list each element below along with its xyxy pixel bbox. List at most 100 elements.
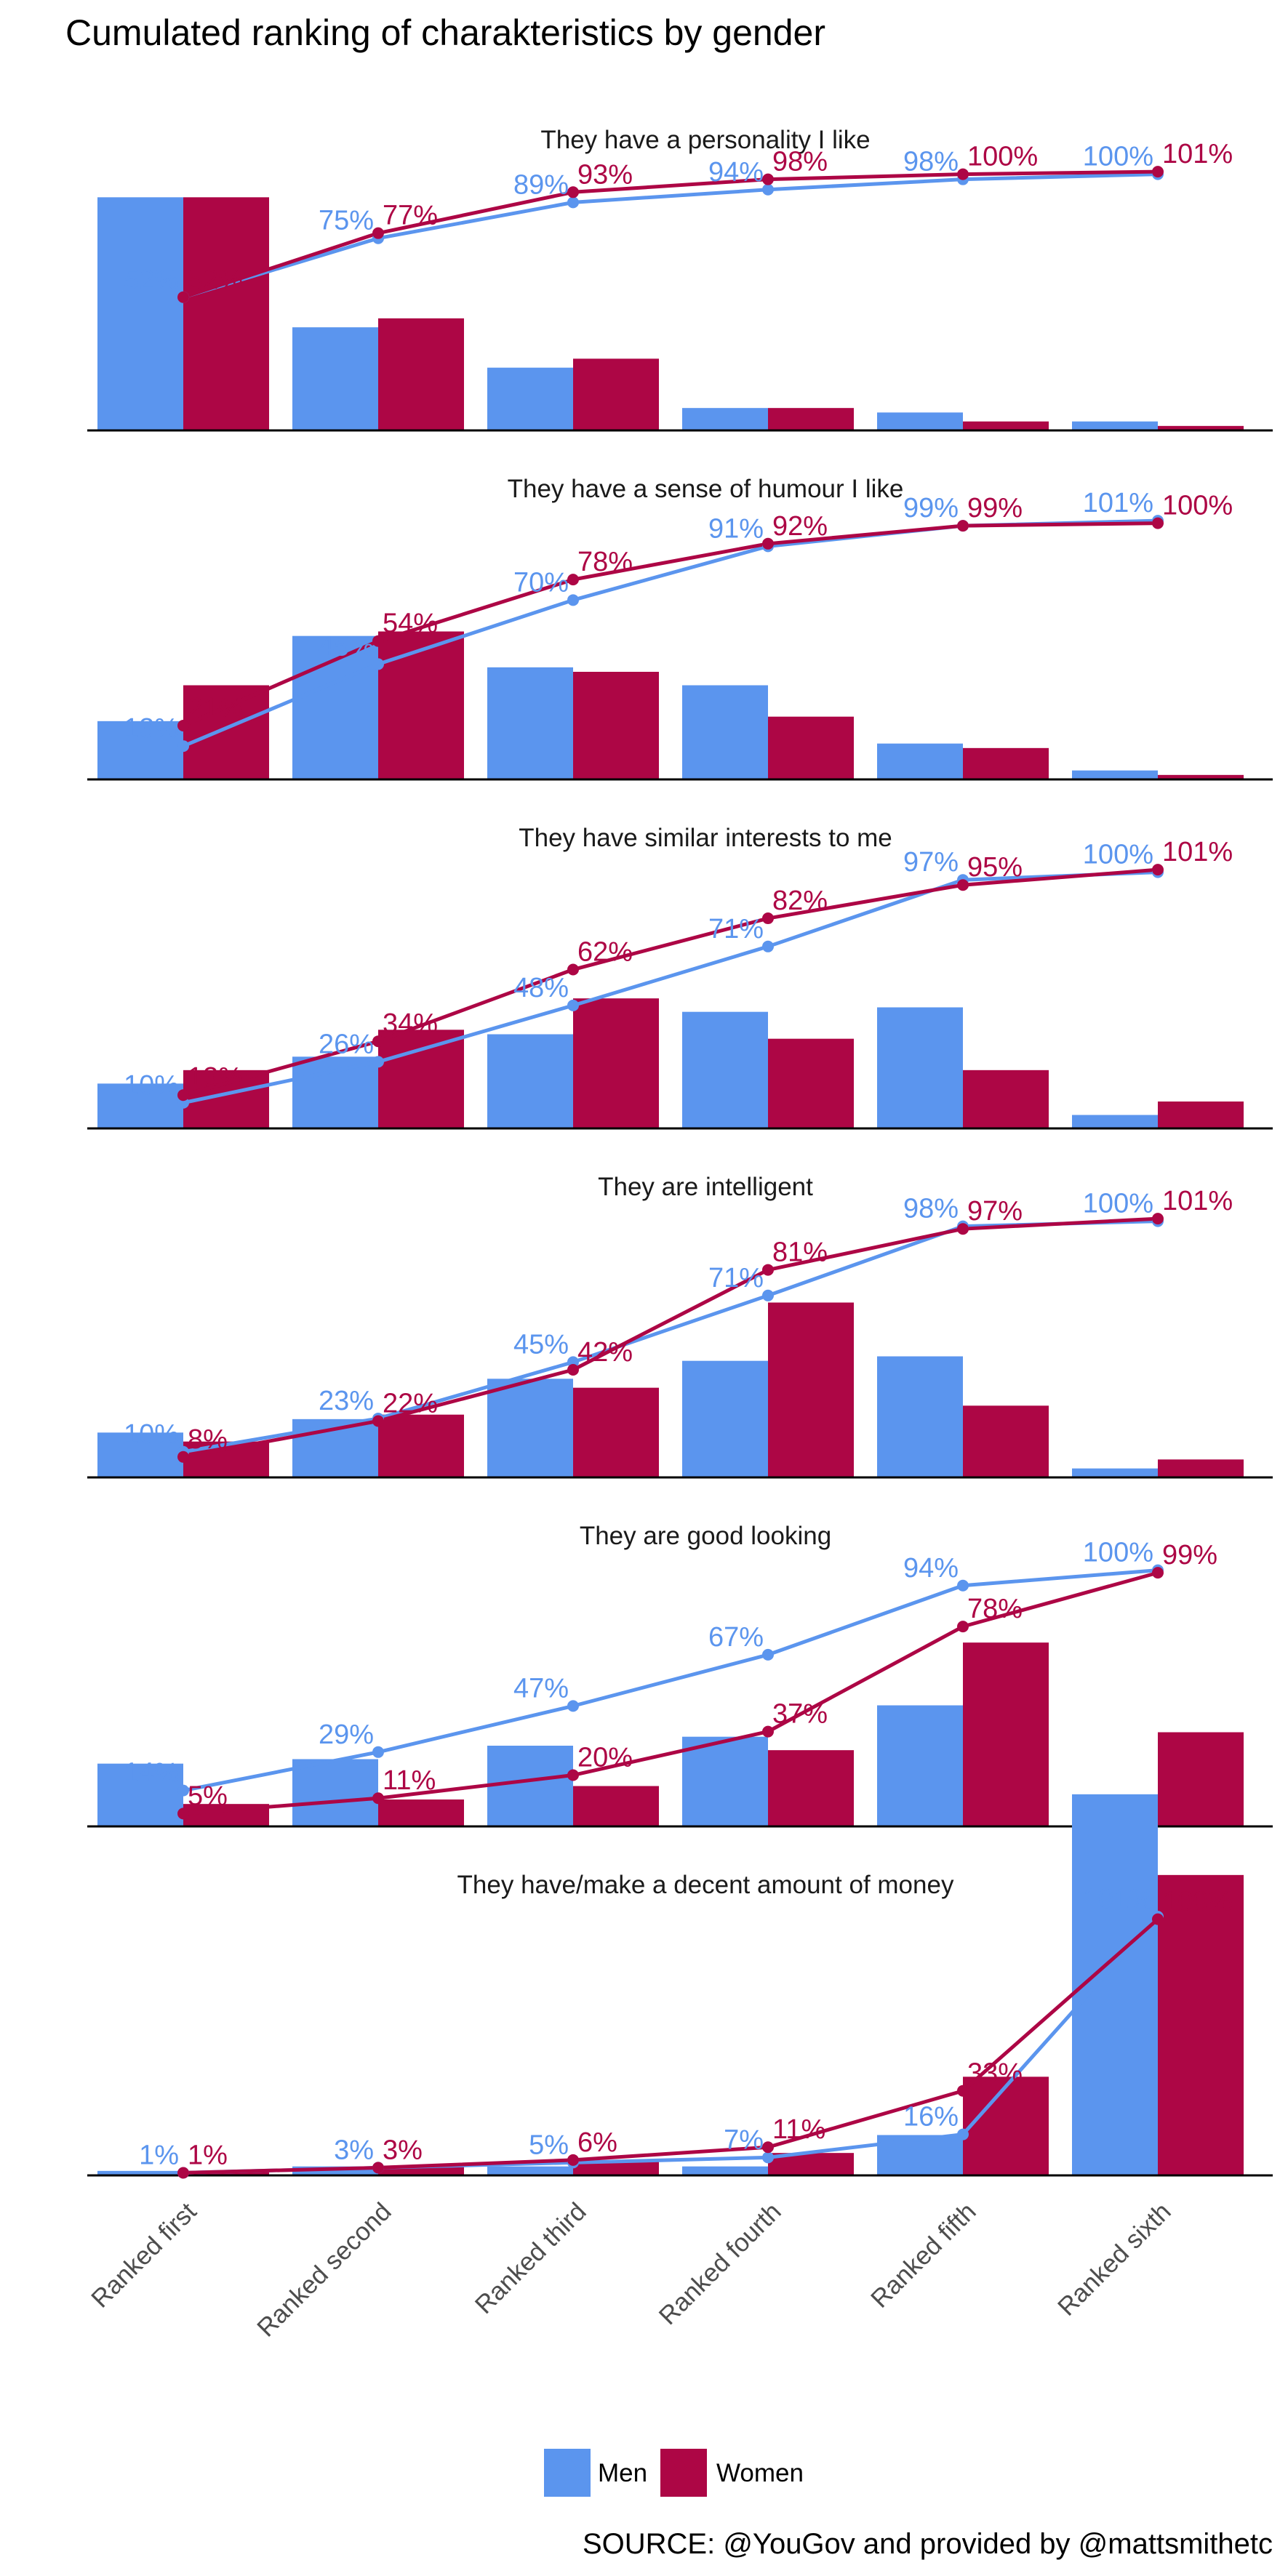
cumulative-label-men: 100% [1083,142,1153,172]
bar-women [768,1302,854,1477]
cumulative-label-women: 101% [1162,139,1233,169]
bar-men [877,412,963,430]
chart-panels: They have a personality I like 52% 75% 89% 9… [87,126,1273,2179]
cumulative-label-women: 97% [967,1196,1023,1227]
cumulative-label-women: 98% [772,147,828,177]
bar-men [877,1356,963,1477]
cumulative-point-women [957,879,969,891]
cumulative-point-women [372,1415,384,1427]
cumulative-point-women [957,520,969,532]
bar-women [768,1750,854,1826]
bar-men [682,1736,768,1826]
cumulative-point-women [762,912,774,925]
cumulative-label-women: 8% [188,1424,228,1455]
cumulative-label-women: 11% [772,2114,825,2145]
bar-women [378,631,464,779]
bar-women [1158,1732,1244,1826]
cumulative-label-women: 20% [577,1743,633,1773]
cumulative-point-men [372,658,384,670]
bar-women [378,1414,464,1477]
bar-women [573,998,659,1128]
bar-women [963,421,1049,430]
cumulative-label-women: 42% [577,1337,633,1368]
cumulative-label-women: 37% [772,1699,828,1730]
panel-3: They have similar interests to me 10% 26% 4… [87,824,1273,1130]
cumulative-label-men: 75% [319,206,374,236]
bar-men [877,1705,963,1826]
cumulative-label-women: 77% [383,201,438,231]
panel-title: They have a sense of humour I like [508,475,904,503]
cumulative-label-men: 100% [1083,840,1153,870]
cumulative-label-women: 78% [967,1594,1023,1624]
cumulative-point-women [957,168,969,180]
cumulative-point-women [372,2162,384,2174]
cumulative-point-men [372,1056,384,1068]
bar-men [682,685,768,779]
cumulative-point-women [372,1035,384,1048]
bar-men [682,1011,768,1128]
legend-key-women [660,2449,707,2497]
x-tick-label: Ranked third [470,2197,592,2319]
cumulative-label-women: 3% [383,2135,423,2165]
bar-men [487,1746,573,1826]
bar-women [378,1030,464,1128]
cumulative-label-women: 100% [1162,1887,1233,1917]
bar-men [487,1034,573,1128]
cumulative-label-men: 10% [124,1070,179,1101]
x-tick-label: Ranked first [86,2197,202,2314]
bar-women [1158,1874,1244,2175]
cumulative-point-women [177,1089,189,1102]
bar-men [292,327,378,430]
bar-women [573,672,659,779]
cumulative-point-men [762,183,774,196]
cumulative-label-men: 100% [1083,1189,1153,1219]
bar-men [877,743,963,779]
cumulative-label-men: 99% [903,493,959,523]
cumulative-label-men: 13% [124,713,179,744]
cumulative-point-men [567,1700,579,1712]
cumulative-label-men: 52% [124,265,179,295]
panel-title: They have similar interests to me [519,824,892,852]
cumulative-label-men: 70% [513,567,569,598]
cumulative-label-men: 100% [1083,1538,1153,1568]
bar-men [682,1360,768,1477]
bar-women [573,358,659,430]
cumulative-point-women [762,537,774,550]
bar-women [573,1387,659,1477]
cumulative-label-men: 71% [708,1263,764,1293]
cumulative-label-women: 95% [967,852,1023,883]
chart-title: Cumulated ranking of charakteristics by … [65,12,825,53]
cumulative-point-men [567,594,579,606]
cumulative-line-women [183,867,1159,1097]
bar-men [1072,1468,1158,1477]
cumulative-point-men [762,940,774,952]
x-tick-label: Ranked sixth [1052,2197,1177,2322]
cumulative-line-men [183,172,1159,300]
cumulative-label-men: 10% [124,1419,179,1450]
bar-men [487,2166,573,2175]
cumulative-label-men: 101% [1083,488,1153,518]
panel-4: They are intelligent 10% 23% 45% 71% 98% 100% 8… [87,1173,1273,1479]
bar-women [1158,774,1244,779]
cumulative-label-men: 26% [319,1029,374,1059]
bar-women [1158,425,1244,430]
panel-title: They have a personality I like [540,126,870,154]
cumulative-point-men [177,1784,189,1797]
panel-6: They have/make a decent amount of money 1… [87,1794,1273,2179]
cumulative-label-men: 71% [708,914,764,944]
cumulative-point-women [372,635,384,647]
bar-women [183,685,269,779]
bar-men [97,1083,183,1128]
cumulative-point-men [957,1579,969,1592]
cumulative-label-women: 100% [967,142,1038,172]
bar-men [97,197,183,430]
cumulative-label-women: 82% [772,886,828,916]
cumulative-label-men: 5% [529,2130,569,2160]
panel-5: They are good looking 14% 29% 47% 67% 94% 100%… [87,1522,1273,1828]
cumulative-label-men: 89% [513,169,569,200]
legend-label-women: Women [716,2459,804,2487]
cumulative-line-men [183,1568,1159,1793]
bar-men [487,367,573,430]
panel-title: They are good looking [580,1522,831,1550]
